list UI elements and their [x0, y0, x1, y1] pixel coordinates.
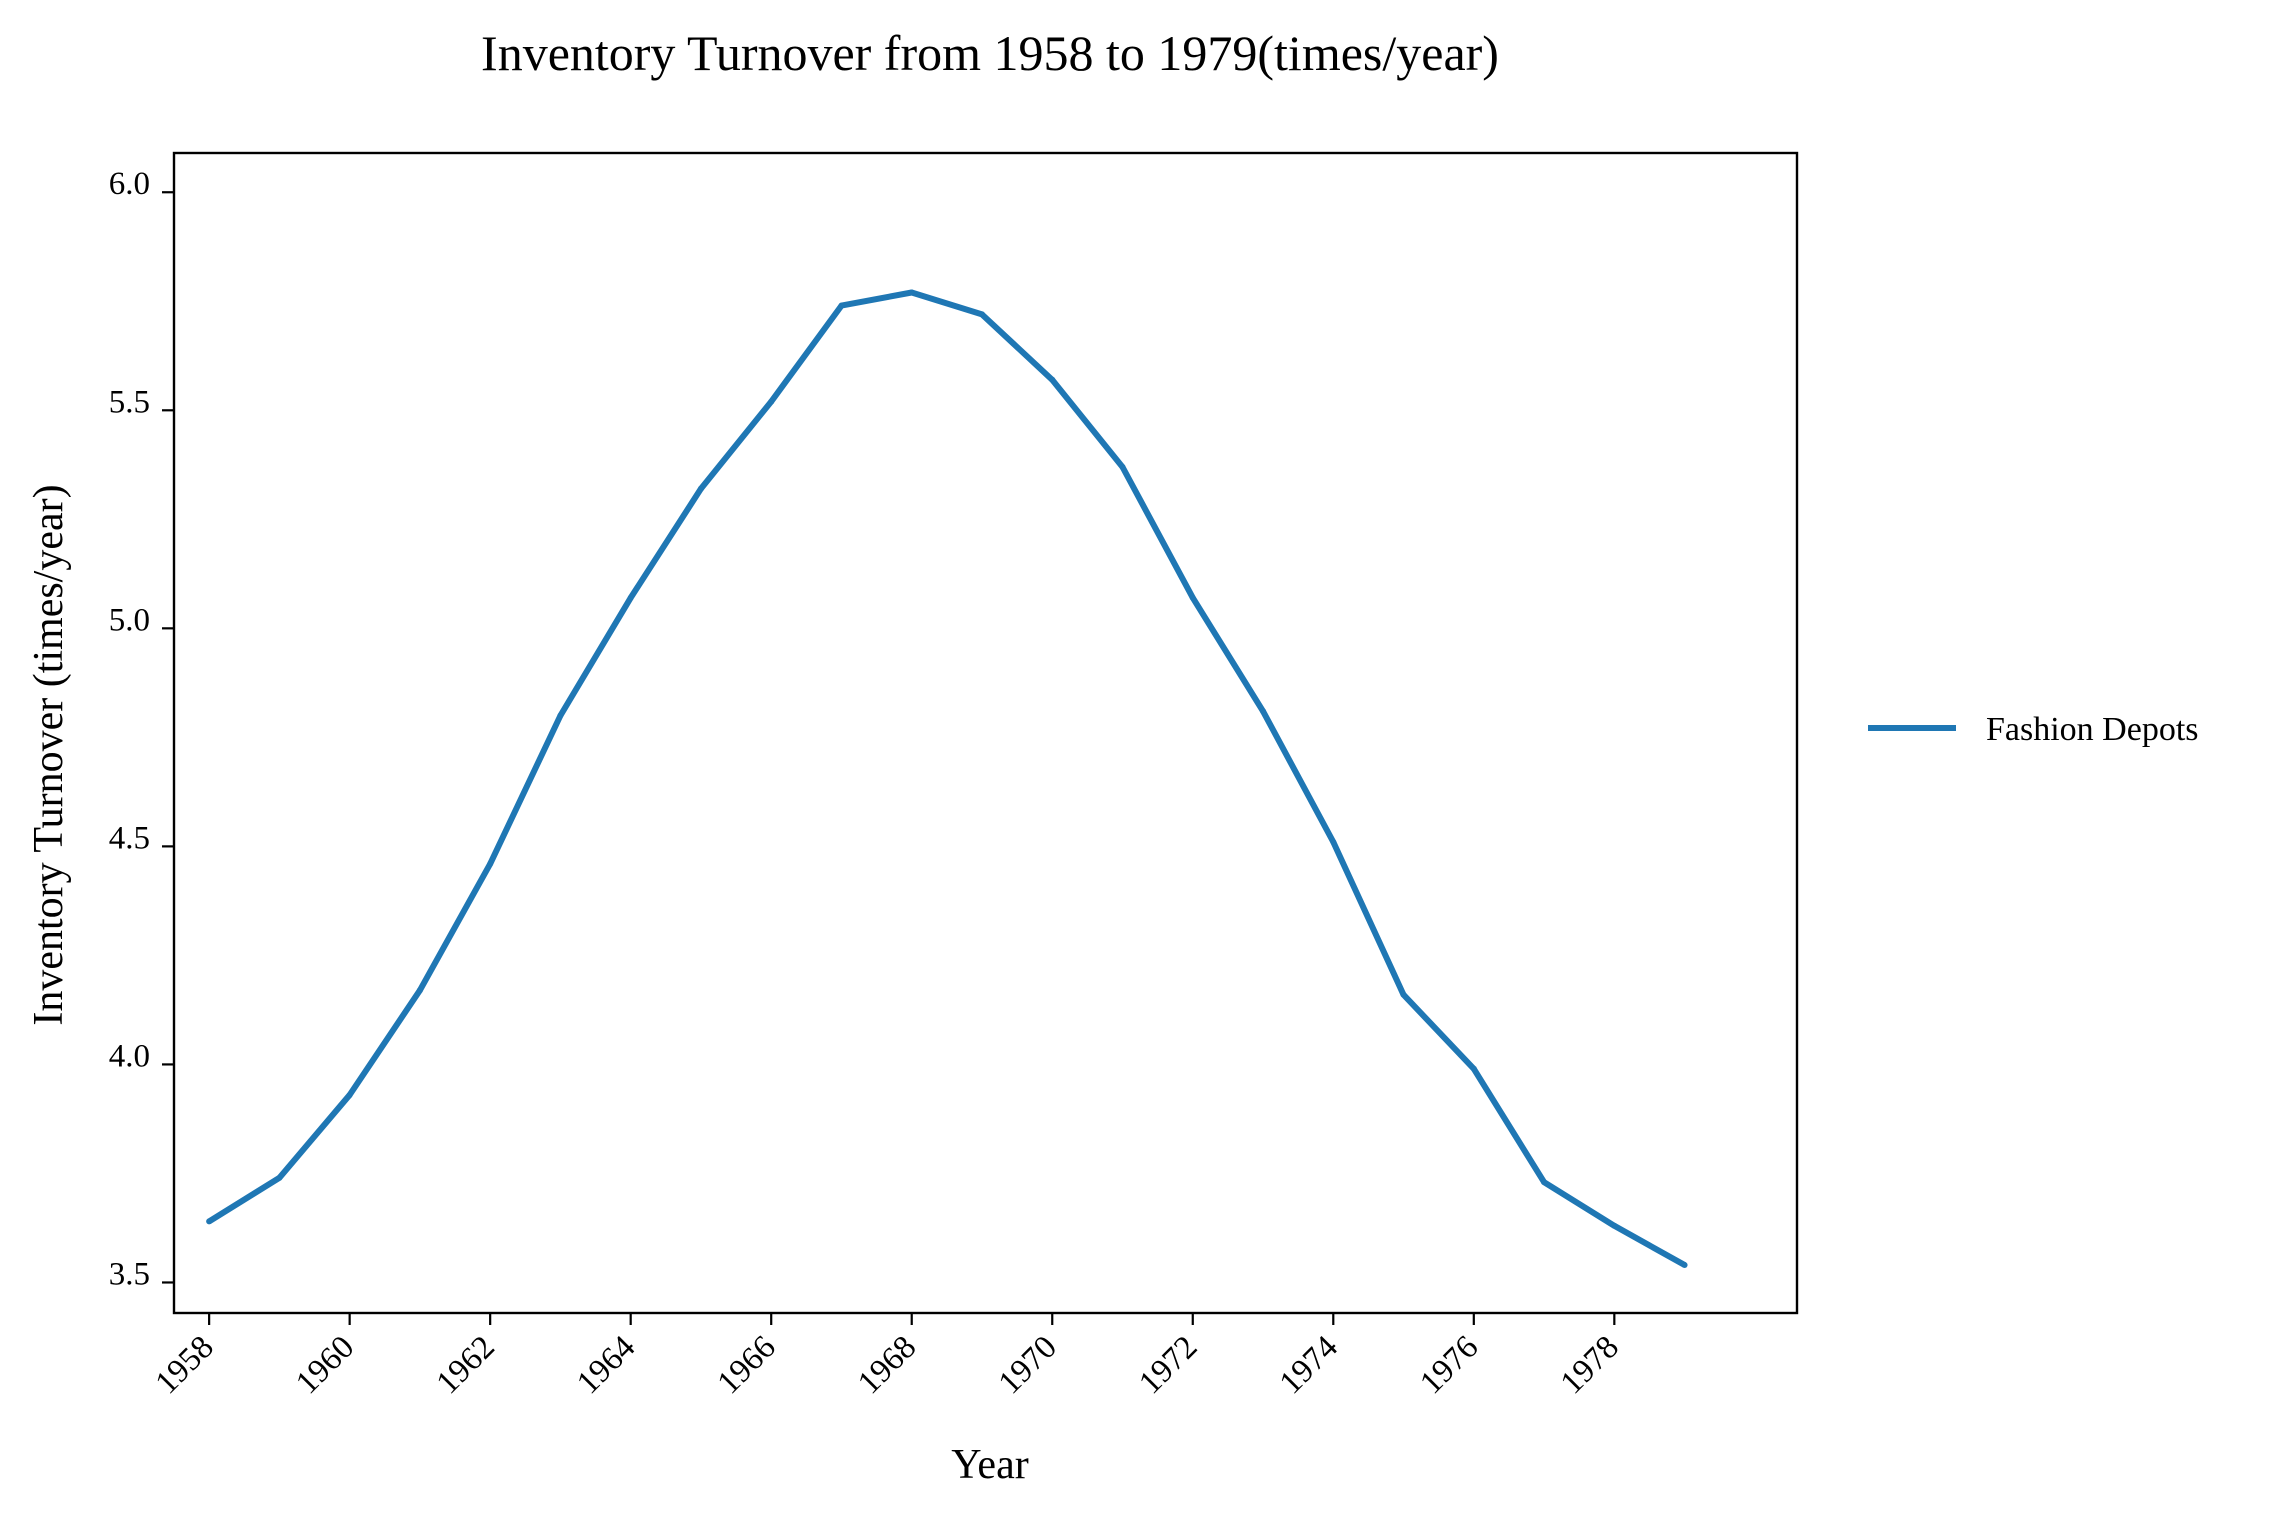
data-point — [1049, 376, 1056, 383]
data-point — [1330, 839, 1337, 846]
data-point — [627, 594, 634, 601]
data-point — [416, 987, 423, 994]
x-tick-label: 1966 — [711, 1329, 783, 1401]
plot-area: 3.5 4.0 4.5 5.0 5.5 6.0 1958 1960 1962 1964 1966 19… — [109, 151, 1799, 1401]
data-point — [1541, 1179, 1548, 1186]
y-tick-label: 4.5 — [109, 820, 150, 856]
data-point — [697, 485, 704, 492]
y-tick-label: 4.0 — [109, 1038, 150, 1074]
y-tick-label: 5.5 — [109, 384, 150, 420]
x-tick-label: 1972 — [1132, 1329, 1204, 1401]
data-point — [978, 311, 985, 318]
x-tick-label: 1960 — [289, 1329, 361, 1401]
data-point — [346, 1091, 353, 1098]
x-tick-label: 1978 — [1554, 1329, 1626, 1401]
y-tick-label: 6.0 — [109, 166, 150, 202]
x-tick-label: 1968 — [851, 1329, 923, 1401]
data-point — [206, 1218, 213, 1225]
plot-frame — [172, 151, 1799, 1315]
y-tick-label: 3.5 — [109, 1256, 150, 1292]
data-point — [1611, 1222, 1618, 1229]
data-point — [1189, 594, 1196, 601]
legend: Fashion Depots — [1868, 711, 2199, 748]
x-tick-label: 1964 — [570, 1329, 642, 1401]
chart-title: Inventory Turnover from 1958 to 1979(tim… — [481, 25, 1499, 81]
data-point — [1470, 1065, 1477, 1072]
legend-label: Fashion Depots — [1986, 711, 2199, 748]
data-point — [1681, 1262, 1688, 1269]
x-tick-label: 1958 — [149, 1329, 221, 1401]
data-point — [908, 289, 915, 296]
data-point — [487, 860, 494, 867]
data-point — [1260, 708, 1267, 715]
y-tick-label: 5.0 — [109, 602, 150, 638]
data-point — [768, 398, 775, 405]
x-axis-label: Year — [951, 1442, 1028, 1488]
data-point — [1400, 991, 1407, 998]
data-point — [557, 712, 564, 719]
data-point — [838, 302, 845, 309]
x-tick-label: 1970 — [992, 1329, 1064, 1401]
data-point — [1119, 463, 1126, 470]
y-axis-label: Inventory Turnover (times/year) — [26, 484, 72, 1025]
x-tick-label: 1962 — [430, 1329, 502, 1401]
x-tick-label: 1976 — [1413, 1329, 1485, 1401]
data-point — [276, 1174, 283, 1181]
series-line-fashion-depots — [207, 289, 1687, 1268]
x-tick-label: 1974 — [1273, 1329, 1345, 1401]
